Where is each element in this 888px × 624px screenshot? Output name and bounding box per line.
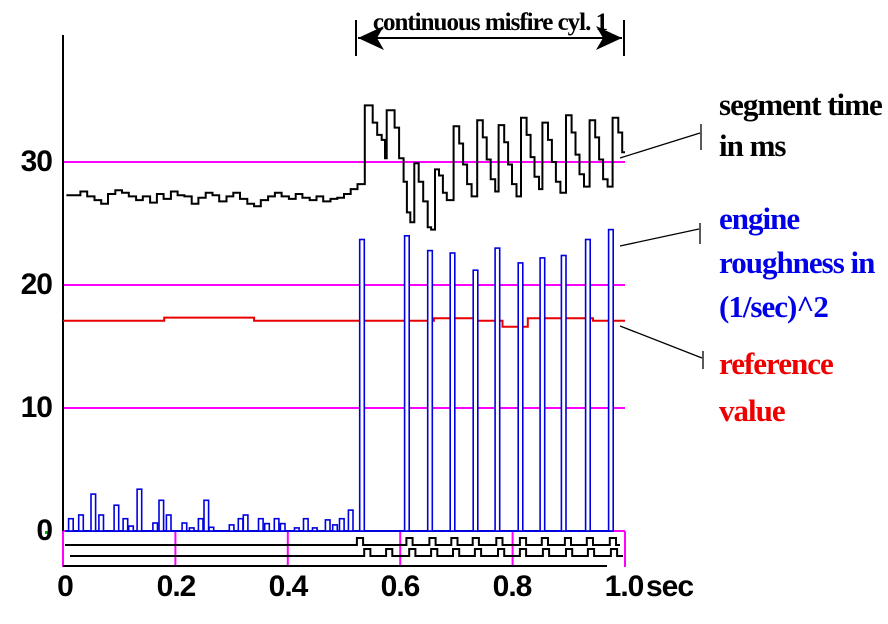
x-tick-label-0_6: 0.6 bbox=[380, 570, 421, 603]
roughness-bar bbox=[158, 499, 165, 532]
green-marker bbox=[45, 531, 49, 534]
engine-roughness-label-line2: roughness in bbox=[719, 245, 875, 280]
roughness-bar bbox=[228, 524, 235, 532]
roughness-bar bbox=[152, 522, 159, 532]
roughness-bar bbox=[302, 517, 309, 532]
roughness-bar bbox=[203, 499, 210, 532]
segment-time-trace bbox=[66, 104, 625, 231]
roughness-bar bbox=[263, 522, 271, 532]
misfire-annotation-text: continuous misfire cyl. 1 bbox=[372, 9, 608, 36]
roughness-bar bbox=[90, 493, 97, 532]
roughness-bar bbox=[426, 249, 434, 532]
y-tick-label-10: 10 bbox=[20, 391, 53, 424]
segment-time-label-line2: in ms bbox=[719, 128, 786, 163]
engine-roughness-label: engine roughness in (1/sec)^2 bbox=[719, 197, 875, 329]
roughness-bar bbox=[77, 514, 85, 532]
roughness-bar bbox=[607, 228, 614, 532]
roughness-bar bbox=[539, 257, 546, 532]
x-tick-label-0_2: 0.2 bbox=[156, 570, 197, 603]
roughness-bar bbox=[136, 488, 143, 532]
x-tick-label-1_0: 1.0 bbox=[604, 570, 645, 603]
roughness-bar bbox=[98, 514, 105, 532]
segment-time-label-line1: segment time bbox=[719, 87, 883, 122]
roughness-bar bbox=[67, 517, 74, 532]
left-arrowhead-icon bbox=[358, 26, 384, 50]
roughness-bar bbox=[517, 262, 524, 532]
roughness-bar bbox=[208, 526, 215, 532]
roughness-bar bbox=[311, 527, 318, 532]
reference-value-label-line2: value bbox=[719, 393, 786, 428]
engine-roughness-label-line3: (1/sec)^2 bbox=[719, 289, 829, 324]
y-tick-label-0: 0 bbox=[36, 514, 53, 547]
x-tick-label-0: 0 bbox=[57, 570, 74, 603]
roughness-bar bbox=[122, 517, 129, 532]
reference-value-label-line1: reference bbox=[719, 346, 834, 381]
roughness-bar bbox=[257, 517, 264, 532]
roughness-bar bbox=[584, 238, 591, 532]
roughness-bar bbox=[358, 238, 366, 532]
roughness-bar bbox=[560, 254, 567, 532]
reference-value-callout bbox=[619, 325, 703, 359]
y-tick-label-20: 20 bbox=[20, 268, 53, 301]
engine-roughness-callout bbox=[619, 228, 700, 247]
roughness-bar bbox=[181, 522, 188, 532]
roughness-bar bbox=[472, 269, 479, 532]
reference-value-label: reference value bbox=[719, 340, 834, 434]
right-arrowhead-icon bbox=[596, 26, 622, 50]
digital-trace-row2 bbox=[70, 548, 623, 557]
roughness-bar bbox=[273, 517, 280, 532]
x-axis-unit: sec bbox=[646, 570, 694, 603]
roughness-bar bbox=[324, 519, 331, 532]
x-tick-label-0_8: 0.8 bbox=[492, 570, 533, 603]
roughness-bar bbox=[449, 252, 456, 532]
roughness-bar bbox=[338, 517, 345, 532]
y-tick-label-30: 30 bbox=[20, 145, 53, 178]
roughness-bar bbox=[242, 514, 249, 532]
roughness-bar bbox=[347, 509, 354, 532]
roughness-bar bbox=[127, 525, 135, 532]
roughness-bar bbox=[197, 517, 204, 532]
digital-trace-row1 bbox=[65, 537, 620, 546]
roughness-bar bbox=[165, 514, 172, 532]
roughness-bar bbox=[494, 247, 501, 532]
roughness-bar bbox=[331, 524, 339, 532]
x-tick-label-0_4: 0.4 bbox=[268, 570, 309, 603]
segment-time-callout bbox=[619, 132, 701, 159]
roughness-bar bbox=[403, 235, 411, 532]
roughness-bar bbox=[237, 517, 244, 532]
roughness-bar bbox=[188, 527, 195, 532]
roughness-bar bbox=[293, 527, 300, 532]
roughness-bar bbox=[113, 504, 120, 532]
engine-roughness-label-line1: engine bbox=[719, 201, 800, 236]
roughness-bar bbox=[279, 522, 286, 532]
segment-time-label: segment time in ms bbox=[719, 84, 883, 166]
